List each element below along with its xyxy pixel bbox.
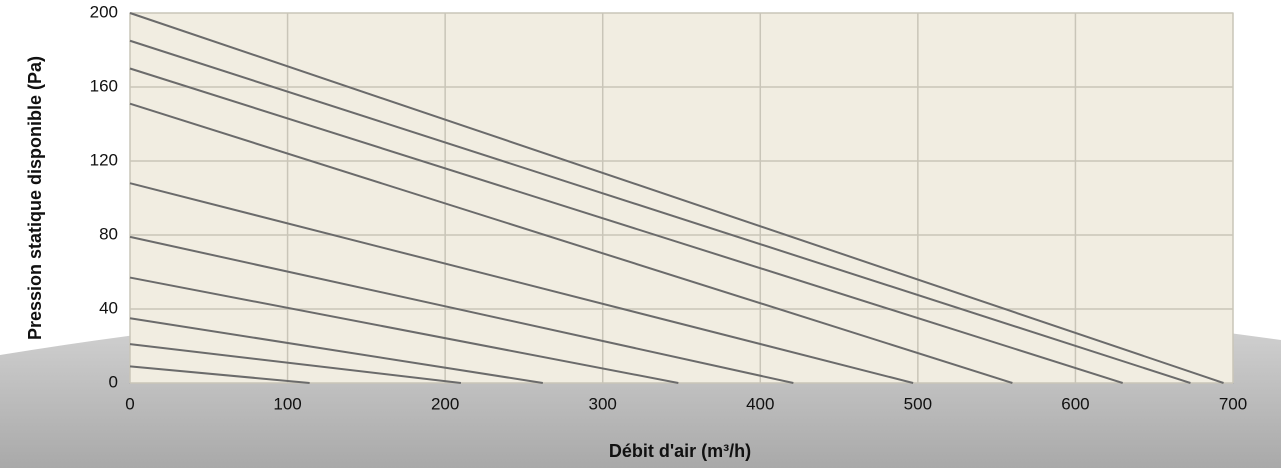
fan-curve bbox=[129, 12, 1224, 384]
fan-curve bbox=[129, 102, 1013, 384]
x-tick-label: 700 bbox=[1219, 394, 1247, 413]
fan-curve bbox=[129, 39, 1191, 384]
fan-curve bbox=[129, 317, 543, 384]
y-tick-label: 0 bbox=[109, 372, 118, 391]
fan-curve bbox=[129, 67, 1124, 384]
fan-curve bbox=[129, 343, 462, 384]
y-tick-label: 200 bbox=[90, 2, 118, 21]
x-tick-label: 100 bbox=[273, 394, 301, 413]
fan-curve bbox=[129, 182, 914, 384]
y-tick-label: 40 bbox=[99, 298, 118, 317]
x-tick-label: 200 bbox=[431, 394, 459, 413]
x-tick-label: 0 bbox=[125, 394, 134, 413]
fan-curve bbox=[129, 276, 679, 384]
fan-curve bbox=[129, 235, 794, 384]
x-tick-label: 600 bbox=[1061, 394, 1089, 413]
x-axis-label: Débit d'air (m³/h) bbox=[609, 441, 751, 461]
y-axis-label: Pression statique disponible (Pa) bbox=[25, 56, 45, 340]
x-tick-label: 300 bbox=[589, 394, 617, 413]
y-tick-label: 80 bbox=[99, 224, 118, 243]
y-tick-label: 120 bbox=[90, 150, 118, 169]
fan-curve bbox=[129, 365, 310, 384]
y-tick-label: 160 bbox=[90, 76, 118, 95]
x-tick-label: 500 bbox=[904, 394, 932, 413]
x-tick-label: 400 bbox=[746, 394, 774, 413]
